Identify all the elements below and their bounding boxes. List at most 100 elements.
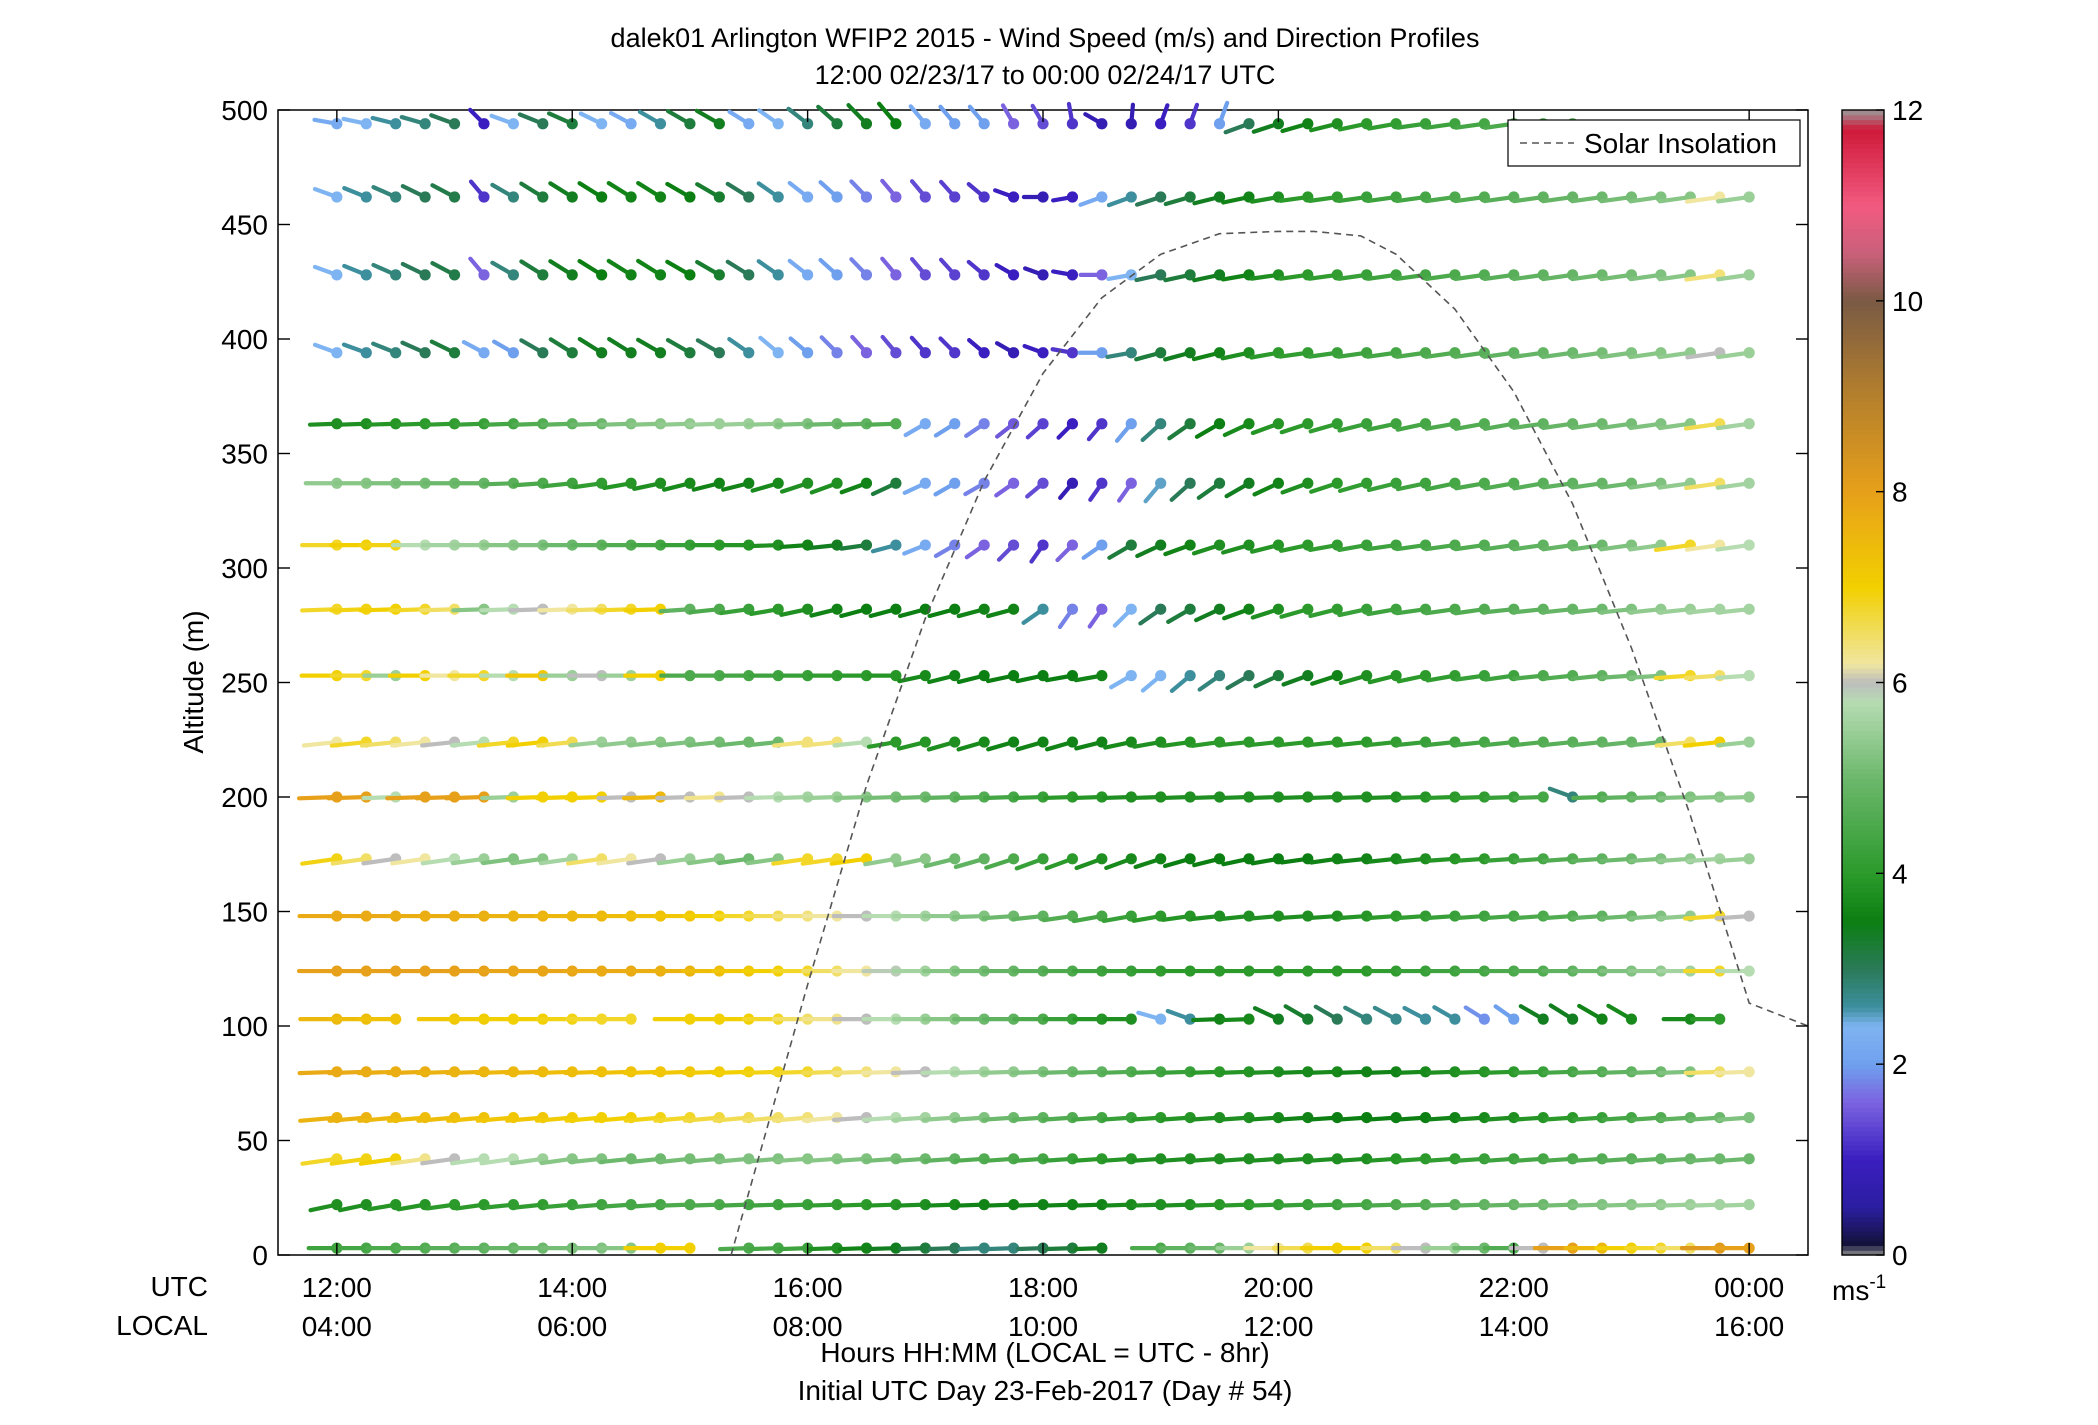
wind-barb-dot xyxy=(1125,603,1137,615)
wind-barb xyxy=(880,178,902,203)
y-tick-label: 50 xyxy=(237,1126,268,1157)
wind-barb xyxy=(927,670,961,685)
colorbar-band xyxy=(1842,1021,1884,1027)
wind-barb xyxy=(1140,418,1167,443)
wind-barb xyxy=(1056,418,1079,440)
wind-barb xyxy=(577,336,608,359)
colorbar-band xyxy=(1842,1126,1884,1132)
wind-barb-dot xyxy=(1125,347,1137,359)
wind-barb-shaft xyxy=(1683,673,1722,681)
colorbar-band xyxy=(1842,305,1884,311)
wind-barb-dot xyxy=(1125,1013,1137,1025)
colorbar-band xyxy=(1842,205,1884,211)
colorbar-band xyxy=(1842,1226,1884,1232)
wind-barb-dot xyxy=(1096,269,1108,281)
wind-barb xyxy=(1191,347,1226,362)
wind-barb xyxy=(1114,418,1137,443)
wind-barb-dot xyxy=(860,191,873,203)
wind-barb-shaft xyxy=(771,856,810,866)
wind-barb-dot xyxy=(625,191,637,203)
colorbar-band xyxy=(1842,510,1884,517)
wind-barb-dot xyxy=(625,1013,637,1025)
wind-barb xyxy=(1107,539,1137,560)
wind-barb-shaft xyxy=(653,1115,693,1123)
wind-barb xyxy=(787,258,814,281)
wind-barb-dot xyxy=(1066,477,1079,489)
wind-barb-dot xyxy=(1007,670,1020,682)
wind-barb xyxy=(967,338,990,359)
colorbar-band xyxy=(1842,548,1884,555)
wind-barb xyxy=(689,539,725,551)
wind-barb-dot xyxy=(566,118,578,130)
colorbar-band xyxy=(1842,744,1884,750)
wind-barb xyxy=(1197,670,1226,692)
colorbar-band xyxy=(1842,534,1884,540)
colorbar-band xyxy=(1842,1169,1884,1175)
colorbar-band xyxy=(1842,1231,1884,1237)
wind-barb-dot xyxy=(1743,1199,1755,1211)
wind-barb-dot xyxy=(1361,670,1373,682)
wind-barb-dot xyxy=(1096,347,1108,359)
wind-barb xyxy=(1194,603,1226,623)
wind-barb xyxy=(1163,191,1196,207)
wind-barb xyxy=(1133,853,1167,870)
wind-barb xyxy=(902,539,931,556)
colorbar-band xyxy=(1842,968,1884,975)
wind-barb xyxy=(1051,269,1079,281)
colorbar-band xyxy=(1842,415,1884,421)
colorbar-band xyxy=(1842,649,1884,655)
colorbar-band xyxy=(1842,296,1884,302)
wind-barb xyxy=(1169,477,1196,502)
colorbar-band xyxy=(1842,458,1884,464)
wind-barb-dot xyxy=(919,670,931,682)
colorbar-band xyxy=(1842,1078,1884,1084)
wind-barb xyxy=(836,670,873,682)
wind-barb xyxy=(1072,1013,1108,1025)
wind-barb xyxy=(984,853,1020,870)
wind-barb xyxy=(909,335,931,359)
wind-barb-dot xyxy=(478,118,490,130)
wind-barb-dot xyxy=(1331,603,1343,615)
colorbar-band xyxy=(1842,835,1884,841)
wind-barb xyxy=(1136,1010,1167,1025)
wind-barb-shaft xyxy=(772,1115,810,1123)
wind-barb xyxy=(607,336,637,359)
wind-barb xyxy=(371,262,402,281)
colorbar-band xyxy=(1842,529,1884,536)
wind-barb-shaft xyxy=(712,1115,751,1123)
wind-barb-dot xyxy=(507,191,519,203)
colorbar-band xyxy=(1842,143,1884,149)
wind-barb xyxy=(1025,418,1049,440)
wind-barb-dot xyxy=(1302,118,1314,130)
wind-barb xyxy=(1106,191,1137,208)
wind-barb xyxy=(637,109,667,130)
wind-barb-dot xyxy=(507,347,519,359)
wind-barb-dot xyxy=(1066,1013,1079,1025)
wind-barb-dot xyxy=(1743,910,1755,922)
wind-barb-dot xyxy=(1537,791,1549,803)
wind-barb xyxy=(1338,670,1373,686)
colorbar-band xyxy=(1842,353,1884,359)
colorbar-band xyxy=(1842,191,1884,197)
wind-barb xyxy=(1022,343,1049,359)
colorbar-band xyxy=(1842,243,1884,249)
wind-barb-dot xyxy=(596,118,608,130)
wind-barb-dot xyxy=(1272,418,1284,430)
wind-barb-dot xyxy=(1361,1013,1373,1025)
colorbar-band xyxy=(1842,863,1884,870)
wind-barb-dot xyxy=(419,191,431,203)
colorbar-band xyxy=(1842,630,1884,636)
wind-barb xyxy=(1025,477,1049,499)
colorbar-tick-label: 2 xyxy=(1892,1049,1908,1080)
x-tick-label-utc: 18:00 xyxy=(1008,1272,1078,1303)
wind-barb xyxy=(1715,539,1755,552)
wind-barb-dot xyxy=(1125,539,1137,551)
wind-barb xyxy=(1138,603,1167,626)
wind-barb-dot xyxy=(1096,118,1108,130)
wind-barb-dot xyxy=(1272,670,1284,682)
wind-barb xyxy=(468,256,490,281)
wind-barb-shaft xyxy=(565,856,604,866)
wind-barb-dot xyxy=(1096,1242,1108,1254)
wind-barb xyxy=(818,180,843,203)
